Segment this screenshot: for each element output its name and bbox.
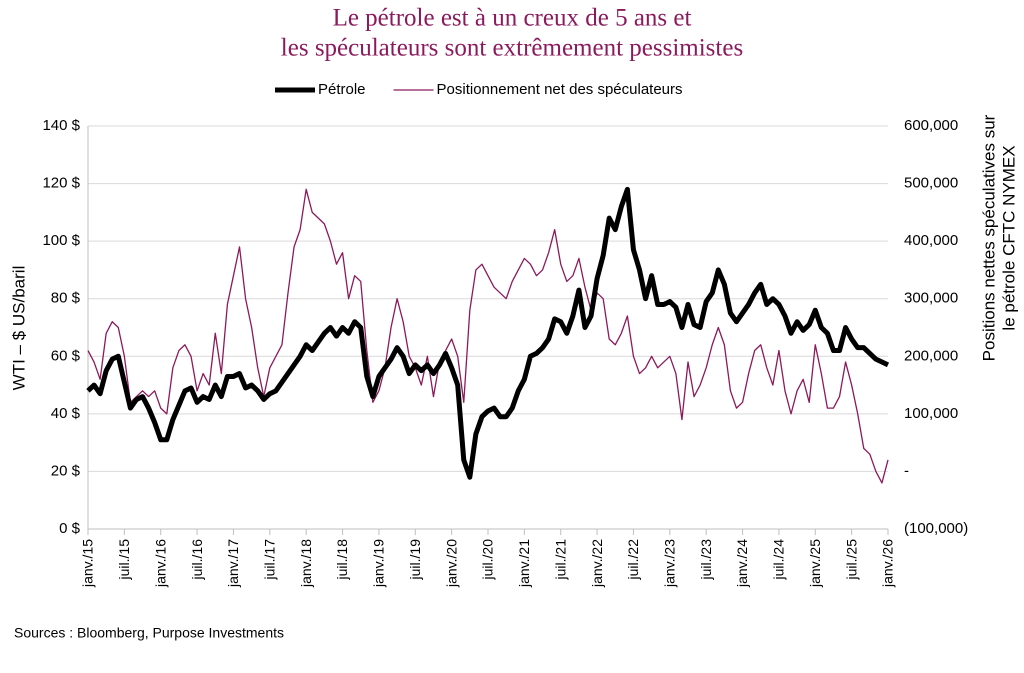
y-tick-label: 0 $ [59,520,81,537]
x-tick-label: janv./15 [80,539,96,588]
y2-tick-label: 200,000 [904,347,958,364]
legend-label: Positionnement net des spéculateurs [437,81,683,98]
x-tick-label: janv./22 [589,539,605,588]
x-tick-label: juil./22 [625,539,641,581]
x-tick-label: juil./21 [552,539,568,581]
y-tick-label: 100 $ [42,232,80,249]
x-tick-label: janv./19 [371,539,387,588]
y-tick-label: 60 $ [51,347,81,364]
x-tick-label: juil./23 [698,539,714,581]
x-tick-label: juil./20 [480,539,496,581]
y-axis-title: WTI – $ US/baril [9,266,28,391]
legend-label: Pétrole [318,81,366,98]
x-tick-label: janv./18 [298,539,314,588]
y2-axis-title: Positions nettes spéculatives sur [979,114,998,361]
series-line [86,186,890,480]
y2-tick-label: 300,000 [904,290,958,307]
x-tick-label: juil./25 [843,539,859,581]
x-tick-label: janv./26 [880,539,896,588]
x-tick-label: janv./17 [225,539,241,588]
x-tick-label: juil./17 [262,539,278,581]
source-note: Sources : Bloomberg, Purpose Investments [14,625,284,641]
y2-tick-label: 100,000 [904,405,958,422]
y2-tick-label: 400,000 [904,232,958,249]
x-tick-label: juil./19 [407,539,423,581]
y2-tick-label: (100,000) [904,520,968,537]
x-tick-label: janv./20 [443,539,459,588]
y-tick-label: 40 $ [51,405,81,422]
y-tick-label: 120 $ [42,175,80,192]
y-tick-label: 80 $ [51,290,81,307]
x-tick-label: janv./23 [662,539,678,588]
y2-tick-label: - [904,462,909,479]
x-tick-label: juil./24 [771,539,787,581]
x-tick-label: juil./16 [189,539,205,581]
y2-tick-label: 500,000 [904,175,958,192]
x-tick-label: janv./25 [807,539,823,588]
chart-title: les spéculateurs sont extrêmement pessim… [281,35,743,62]
x-tick-label: juil./18 [334,539,350,581]
y2-axis-title: le pétrole CFTC NYMEX [999,145,1018,330]
y-tick-label: 140 $ [42,117,80,134]
x-tick-label: janv./24 [734,539,750,588]
x-tick-label: janv./16 [152,539,168,588]
series-line [87,188,889,484]
y2-tick-label: 600,000 [904,117,958,134]
x-tick-label: juil./15 [116,539,132,581]
chart-title: Le pétrole est à un creux de 5 ans et [333,5,692,32]
x-tick-label: janv./21 [516,539,532,588]
y-tick-label: 20 $ [51,462,81,479]
